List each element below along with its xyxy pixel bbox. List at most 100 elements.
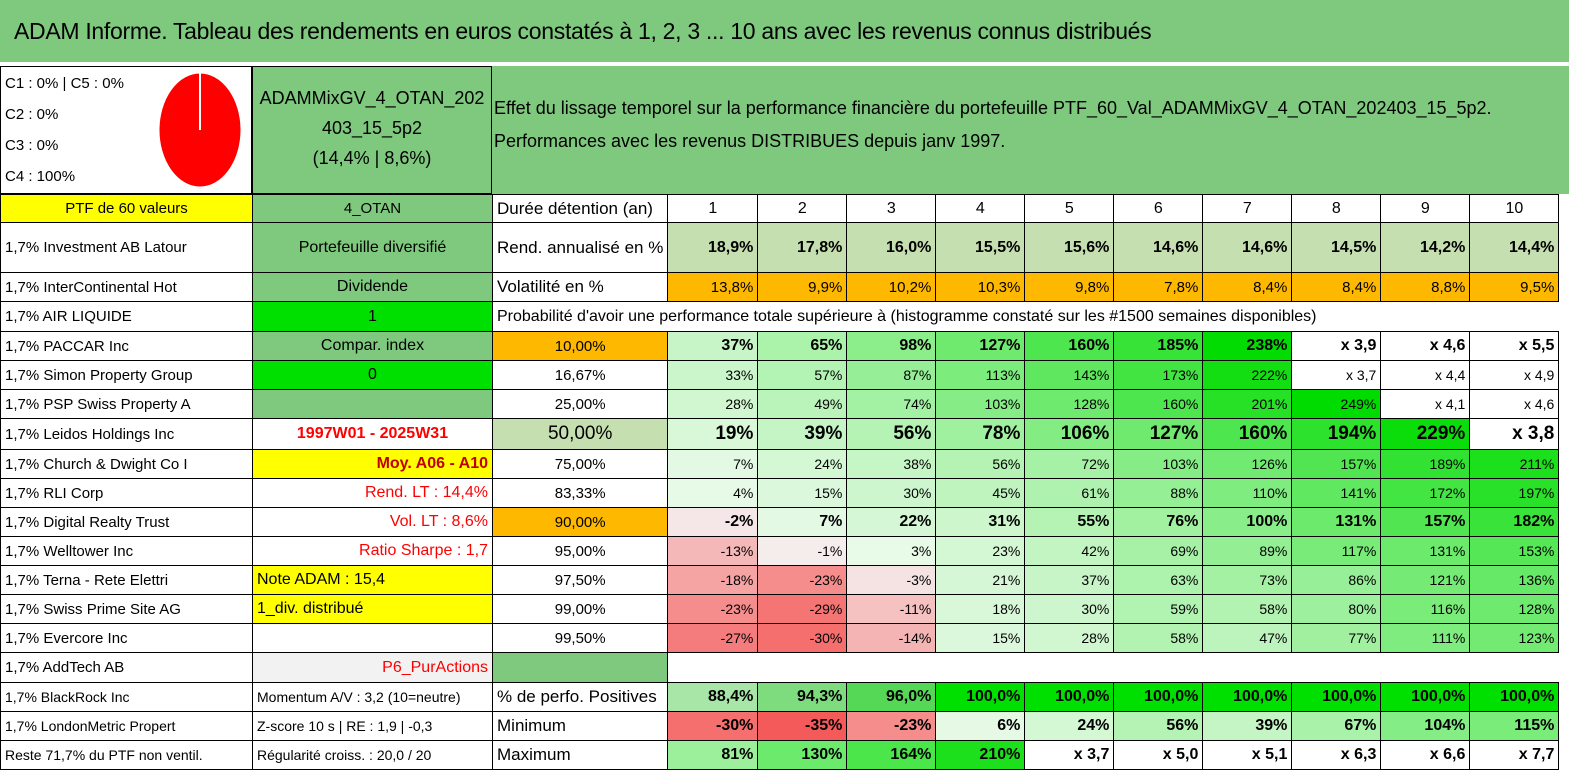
distribution-cell: 73% — [1202, 565, 1293, 595]
stat-cell: 164% — [846, 740, 937, 770]
stat-cell: 88,4% — [667, 682, 759, 712]
distribution-cell: 78% — [935, 418, 1026, 450]
distribution-cell: 201% — [1202, 389, 1293, 419]
distribution-cell: 160% — [1202, 418, 1293, 450]
holding-name: 1,7% RLI Corp — [0, 478, 253, 508]
percentile-cell: 25,00% — [491, 389, 669, 419]
stat-cell: 56% — [1113, 711, 1204, 741]
table-row: 1,7% PACCAR Inc Compar. index 10,00% 37% 65%… — [0, 331, 1560, 361]
percentile-cell: 90,00% — [491, 507, 669, 537]
distribution-cell: 19% — [667, 418, 759, 450]
holding-name: 1,7% Swiss Prime Site AG — [0, 594, 253, 624]
distribution-cell: 3% — [846, 536, 937, 566]
distribution-cell: 69% — [1113, 536, 1204, 566]
distribution-cell: x 4,9 — [1469, 360, 1560, 390]
distribution-cell: -23% — [757, 565, 848, 595]
distribution-cell: 157% — [1380, 507, 1471, 537]
year-header-2: 2 — [757, 194, 848, 223]
stat-cell: x 6,3 — [1291, 740, 1382, 770]
holding-name: 1,7% PSP Swiss Property A — [0, 389, 253, 419]
distribution-cell: -29% — [757, 594, 848, 624]
description-line1: Effet du lissage temporel sur la perform… — [494, 98, 1492, 118]
distribution-cell: 15% — [757, 478, 848, 508]
table-row: 1,7% Digital Realty Trust Vol. LT : 8,6% 9… — [0, 507, 1560, 537]
distribution-cell: 89% — [1202, 536, 1293, 566]
distribution-cell: 157% — [1291, 449, 1382, 479]
distribution-cell: 56% — [846, 418, 937, 450]
volatility-cell: 10,3% — [935, 272, 1026, 302]
holding-name: 1,7% Simon Property Group — [0, 360, 253, 390]
distribution-cell: 31% — [935, 507, 1026, 537]
distribution-cell: 121% — [1380, 565, 1471, 595]
year-header-8: 8 — [1291, 194, 1382, 223]
distribution-cell: 58% — [1202, 594, 1293, 624]
distribution-cell: 194% — [1291, 418, 1382, 450]
allocation-pie-chart — [156, 70, 244, 190]
distribution-cell: 59% — [1113, 594, 1204, 624]
distribution-cell: 80% — [1291, 594, 1382, 624]
table-row: 1,7% Investment AB Latour Portefeuille di… — [0, 222, 1560, 273]
distribution-cell: 63% — [1113, 565, 1204, 595]
distribution-cell: 143% — [1024, 360, 1115, 390]
year-header-10: 10 — [1469, 194, 1560, 223]
distribution-cell: 131% — [1291, 507, 1382, 537]
distribution-cell: 123% — [1469, 623, 1560, 653]
stat-cell: x 6,6 — [1380, 740, 1471, 770]
distribution-cell: x 3,8 — [1469, 418, 1560, 450]
holding-name: 1,7% InterContinental Hot — [0, 272, 253, 302]
distribution-cell: 15% — [935, 623, 1026, 653]
stat-cell: 94,3% — [757, 682, 848, 712]
distribution-cell: 72% — [1024, 449, 1115, 479]
stat-cell: 67% — [1291, 711, 1382, 741]
volatility-cell: 9,8% — [1024, 272, 1115, 302]
class-line-2: C2 : 0% — [5, 106, 59, 123]
stat-cell: 100,0% — [1380, 682, 1471, 712]
distribution-cell: 38% — [846, 449, 937, 479]
distribution-cell: -1% — [757, 536, 848, 566]
distribution-cell: 88% — [1113, 478, 1204, 508]
table-row: PTF de 60 valeurs 4_OTAN Durée détention (… — [0, 194, 1560, 223]
distribution-cell: -23% — [667, 594, 759, 624]
distribution-cell: 74% — [846, 389, 937, 419]
distribution-cell: 37% — [667, 331, 759, 361]
strategy-code: 4_OTAN — [252, 194, 493, 223]
volatility-cell: 10,2% — [846, 272, 937, 302]
distribution-cell: -14% — [846, 623, 937, 653]
table-row: 1,7% Simon Property Group 0 16,67% 33% 57% 87… — [0, 360, 1560, 390]
holding-name: 1,7% Evercore Inc — [0, 623, 253, 653]
stat-cell: 39% — [1202, 711, 1293, 741]
distribution-cell: 22% — [846, 507, 937, 537]
annualized-return-cell: 14,2% — [1380, 222, 1471, 273]
stat-cell: -35% — [757, 711, 848, 741]
stat-cell: 100,0% — [1291, 682, 1382, 712]
stat-indicator: Régularité croiss. : 20,0 / 20 — [252, 740, 493, 770]
table-row: 1,7% AddTech AB P6_PurActions — [0, 652, 1559, 683]
ptf-count: PTF de 60 valeurs — [0, 194, 253, 223]
distribution-cell: 4% — [667, 478, 759, 508]
stat-cell: 210% — [935, 740, 1026, 770]
year-header-1: 1 — [667, 194, 759, 223]
distribution-cell: 249% — [1291, 389, 1382, 419]
distribution-cell: 37% — [1024, 565, 1115, 595]
holding-name: 1,7% Digital Realty Trust — [0, 507, 253, 537]
distribution-cell: 103% — [1113, 449, 1204, 479]
indicator-cell: Vol. LT : 8,6% — [252, 507, 493, 537]
class-line-1: C1 : 0% | C5 : 0% — [5, 75, 124, 92]
distribution-cell: 106% — [1024, 418, 1115, 450]
distribution-cell: x 4,6 — [1469, 389, 1560, 419]
distribution-cell: 57% — [757, 360, 848, 390]
distribution-cell: 222% — [1202, 360, 1293, 390]
distribution-cell: 49% — [757, 389, 848, 419]
table-row: 1,7% RLI Corp Rend. LT : 14,4% 83,33% 4% 15%… — [0, 478, 1560, 508]
indicator-cell: Rend. LT : 14,4% — [252, 478, 493, 508]
class-line-4: C4 : 100% — [5, 168, 76, 185]
stat-label: Minimum — [491, 711, 669, 741]
stat-cell: x 3,7 — [1024, 740, 1115, 770]
distribution-cell: -13% — [667, 536, 759, 566]
annualized-return-cell: 15,6% — [1024, 222, 1115, 273]
distribution-cell: 131% — [1380, 536, 1471, 566]
distribution-cell: 117% — [1291, 536, 1382, 566]
volatility-cell: 8,4% — [1291, 272, 1382, 302]
annualized-return-cell: 18,9% — [667, 222, 759, 273]
distribution-cell: 229% — [1380, 418, 1471, 450]
